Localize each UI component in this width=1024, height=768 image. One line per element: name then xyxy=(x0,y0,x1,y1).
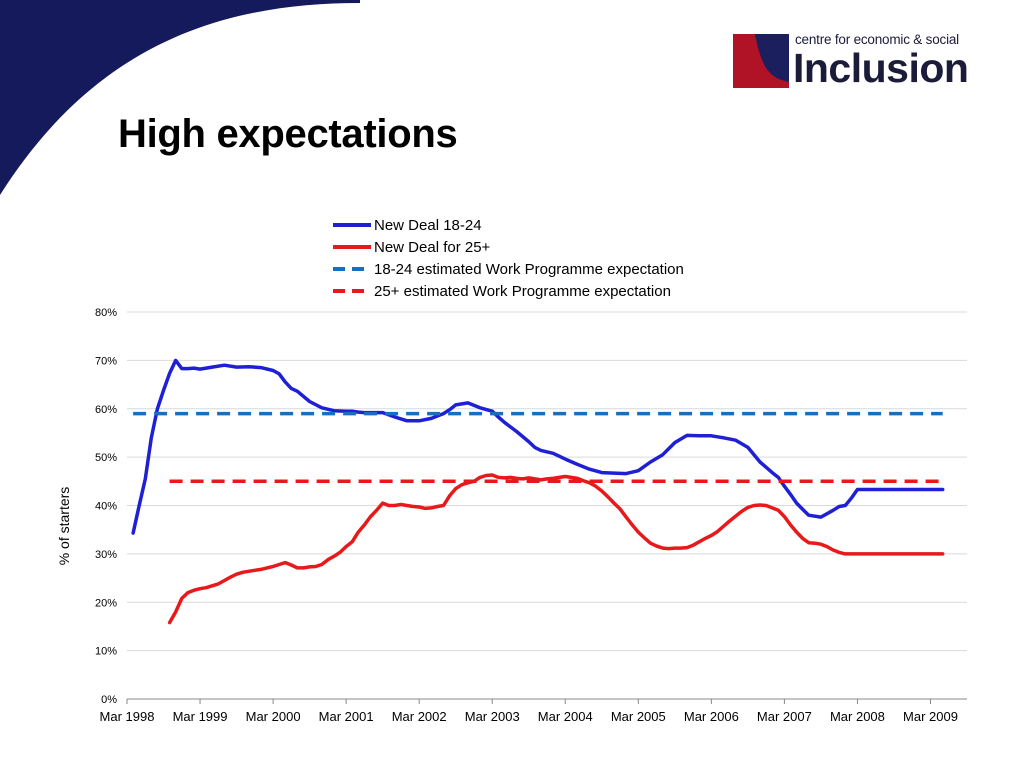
x-tick-label: Mar 2000 xyxy=(246,709,301,724)
x-tick-label: Mar 1999 xyxy=(173,709,228,724)
y-tick-label: 20% xyxy=(95,597,117,609)
series-lines xyxy=(131,358,945,625)
y-tick-label: 0% xyxy=(101,694,117,706)
series-line xyxy=(167,473,945,625)
y-tick-label: 70% xyxy=(95,355,117,367)
y-tick-label: 60% xyxy=(95,404,117,416)
y-tick-label: 10% xyxy=(95,646,117,658)
x-tick-label: Mar 2009 xyxy=(903,709,958,724)
y-tick-label: 30% xyxy=(95,549,117,561)
legend-label: 25+ estimated Work Programme expectation xyxy=(374,283,671,300)
y-tick-label: 40% xyxy=(95,501,117,513)
logo: centre for economic & social Inclusion xyxy=(733,32,983,91)
logo-mark-red xyxy=(733,34,789,88)
gridlines xyxy=(127,311,967,652)
corner-swoosh xyxy=(0,0,360,195)
page-title: High expectations xyxy=(118,112,458,156)
x-tick-label: Mar 2003 xyxy=(465,709,520,724)
x-tick-label: Mar 2002 xyxy=(392,709,447,724)
y-axis-label: % of starters xyxy=(56,487,72,566)
legend: New Deal 18-24 New Deal for 25+ 18-24 esti… xyxy=(333,217,684,300)
logo-name: Inclusion xyxy=(793,45,969,91)
x-tick-labels: Mar 1998 Mar 1999 Mar 2000 Mar 2001 Mar 2002… xyxy=(100,699,958,724)
series-line xyxy=(131,358,945,535)
x-tick-label: Mar 2007 xyxy=(757,709,812,724)
x-tick-label: Mar 2005 xyxy=(611,709,666,724)
x-tick-label: Mar 2008 xyxy=(830,709,885,724)
legend-label: New Deal for 25+ xyxy=(374,239,491,256)
legend-label: New Deal 18-24 xyxy=(374,217,482,234)
slide-corner-decoration xyxy=(0,0,360,195)
y-tick-labels: 0% 10% 20% 30% 40% 50% 60% 70% 80% xyxy=(95,307,117,706)
legend-label: 18-24 estimated Work Programme expectati… xyxy=(374,261,684,278)
logo-tagline: centre for economic & social xyxy=(795,32,959,47)
x-tick-label: Mar 2004 xyxy=(538,709,593,724)
y-tick-label: 80% xyxy=(95,307,117,319)
logo-mark xyxy=(733,34,789,88)
y-tick-label: 50% xyxy=(95,452,117,464)
x-tick-label: Mar 2001 xyxy=(319,709,374,724)
x-tick-label: Mar 1998 xyxy=(100,709,155,724)
x-tick-label: Mar 2006 xyxy=(684,709,739,724)
